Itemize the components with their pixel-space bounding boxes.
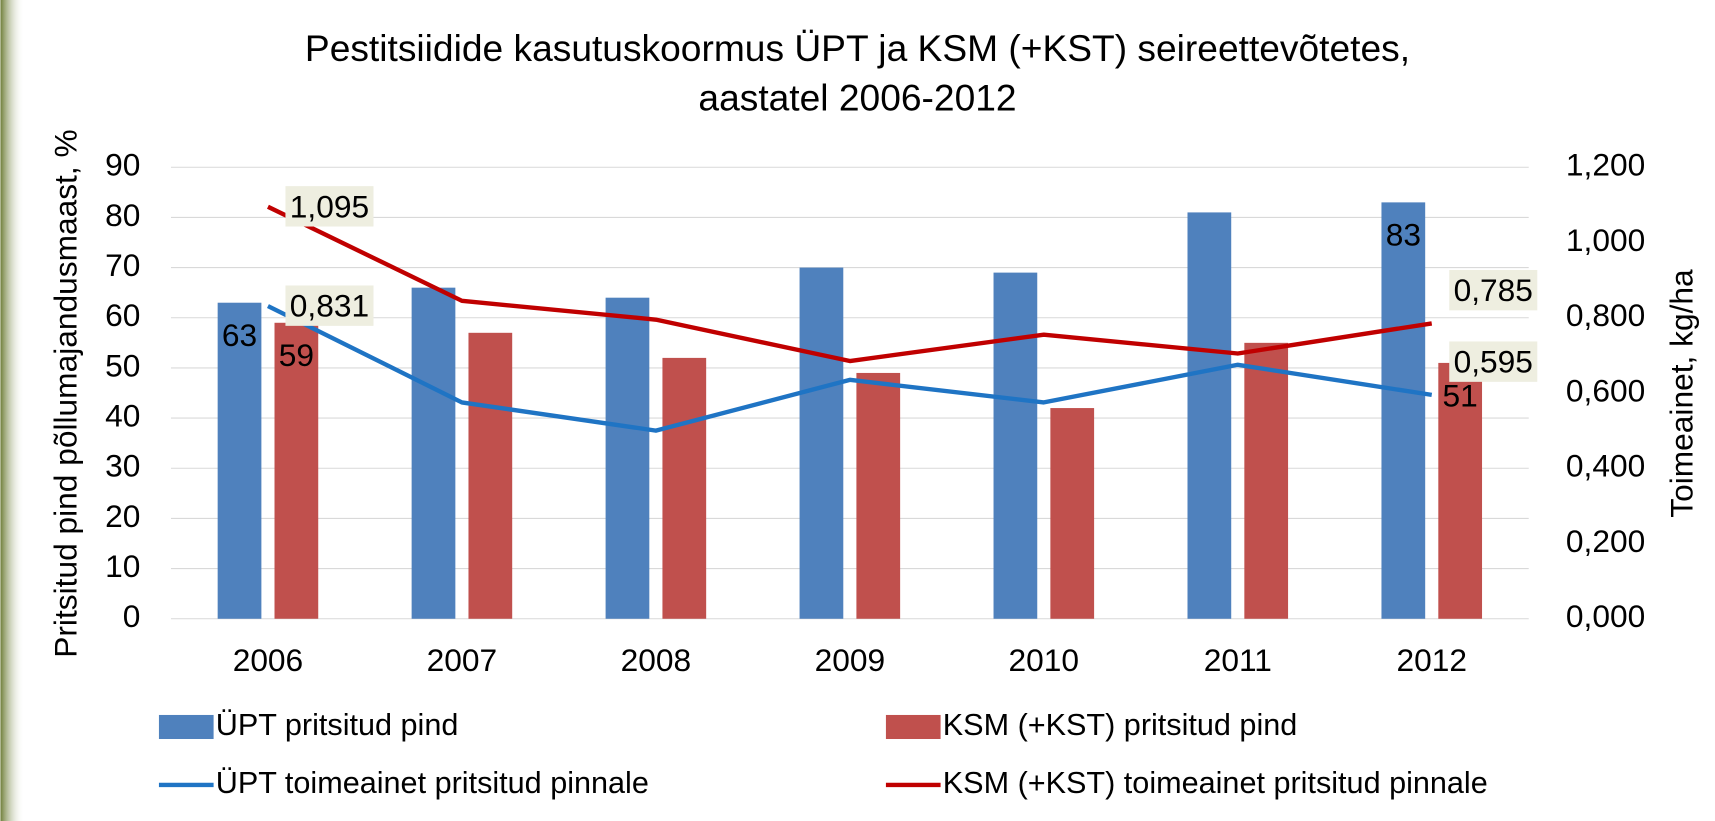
bar	[800, 268, 844, 619]
x-tick-label: 2007	[427, 642, 498, 678]
chart: Pestitsiidide kasutuskoormus ÜPT ja KSM …	[0, 0, 1715, 821]
x-tick-label: 2010	[1009, 642, 1080, 678]
x-tick-label: 2011	[1204, 642, 1272, 678]
y2-tick-label: 0,200	[1566, 523, 1645, 559]
chart-title: aastatel 2006-2012	[698, 76, 1016, 118]
x-tick-label: 2012	[1396, 642, 1467, 678]
bar	[662, 358, 706, 619]
y2-tick-label: 0,400	[1566, 448, 1645, 484]
data-label: 1,095	[290, 188, 369, 224]
y2-tick-label: 0,000	[1566, 598, 1645, 634]
bar	[1050, 408, 1094, 619]
chart-title: Pestitsiidide kasutuskoormus ÜPT ja KSM …	[305, 27, 1410, 69]
y2-axis-title: Toimeainet, kg/ha	[1663, 269, 1699, 518]
legend-label: ÜPT toimeainet pritsitud pinnale	[216, 766, 649, 800]
y-tick-label: 10	[105, 548, 140, 584]
legend-label: ÜPT pritsitud pind	[216, 708, 459, 742]
y-tick-label: 50	[105, 347, 140, 383]
y2-tick-label: 0,800	[1566, 297, 1645, 333]
bar	[1381, 202, 1425, 618]
y-tick-label: 60	[105, 297, 140, 333]
data-label: 0,595	[1454, 344, 1533, 380]
y-tick-label: 70	[105, 247, 140, 283]
data-label: 0,831	[290, 288, 369, 324]
y-tick-label: 90	[105, 147, 140, 183]
data-label: 0,785	[1454, 272, 1533, 308]
background-strip	[0, 0, 24, 821]
bar	[1187, 212, 1231, 618]
x-tick-label: 2009	[815, 642, 886, 678]
bar	[1244, 343, 1288, 619]
legend-swatch	[159, 715, 214, 739]
data-label: 63	[222, 317, 257, 353]
bar	[606, 298, 650, 619]
bar	[856, 373, 900, 619]
y2-tick-label: 1,200	[1566, 147, 1645, 183]
legend-swatch	[886, 715, 941, 739]
legend-label: KSM (+KST) pritsitud pind	[943, 708, 1298, 742]
x-tick-label: 2008	[621, 642, 692, 678]
data-label: 83	[1386, 217, 1421, 253]
y-axis-title: Pritsitud pind põllumajandusmaast, %	[48, 129, 84, 657]
bar	[994, 273, 1038, 619]
data-label: 51	[1443, 377, 1478, 413]
legend-label: KSM (+KST) toimeainet pritsitud pinnale	[943, 766, 1488, 800]
data-label: 59	[279, 337, 314, 373]
y2-tick-label: 1,000	[1566, 222, 1645, 258]
x-tick-label: 2006	[233, 642, 304, 678]
y2-tick-label: 0,600	[1566, 372, 1645, 408]
y-tick-label: 80	[105, 197, 140, 233]
bar	[412, 288, 456, 619]
y-tick-label: 0	[123, 598, 141, 634]
y-tick-label: 20	[105, 498, 140, 534]
y-tick-label: 40	[105, 397, 140, 433]
bar	[468, 333, 512, 619]
page: {"chart_data": {"type": "bar-line", "tit…	[0, 0, 1715, 821]
y-tick-label: 30	[105, 448, 140, 484]
